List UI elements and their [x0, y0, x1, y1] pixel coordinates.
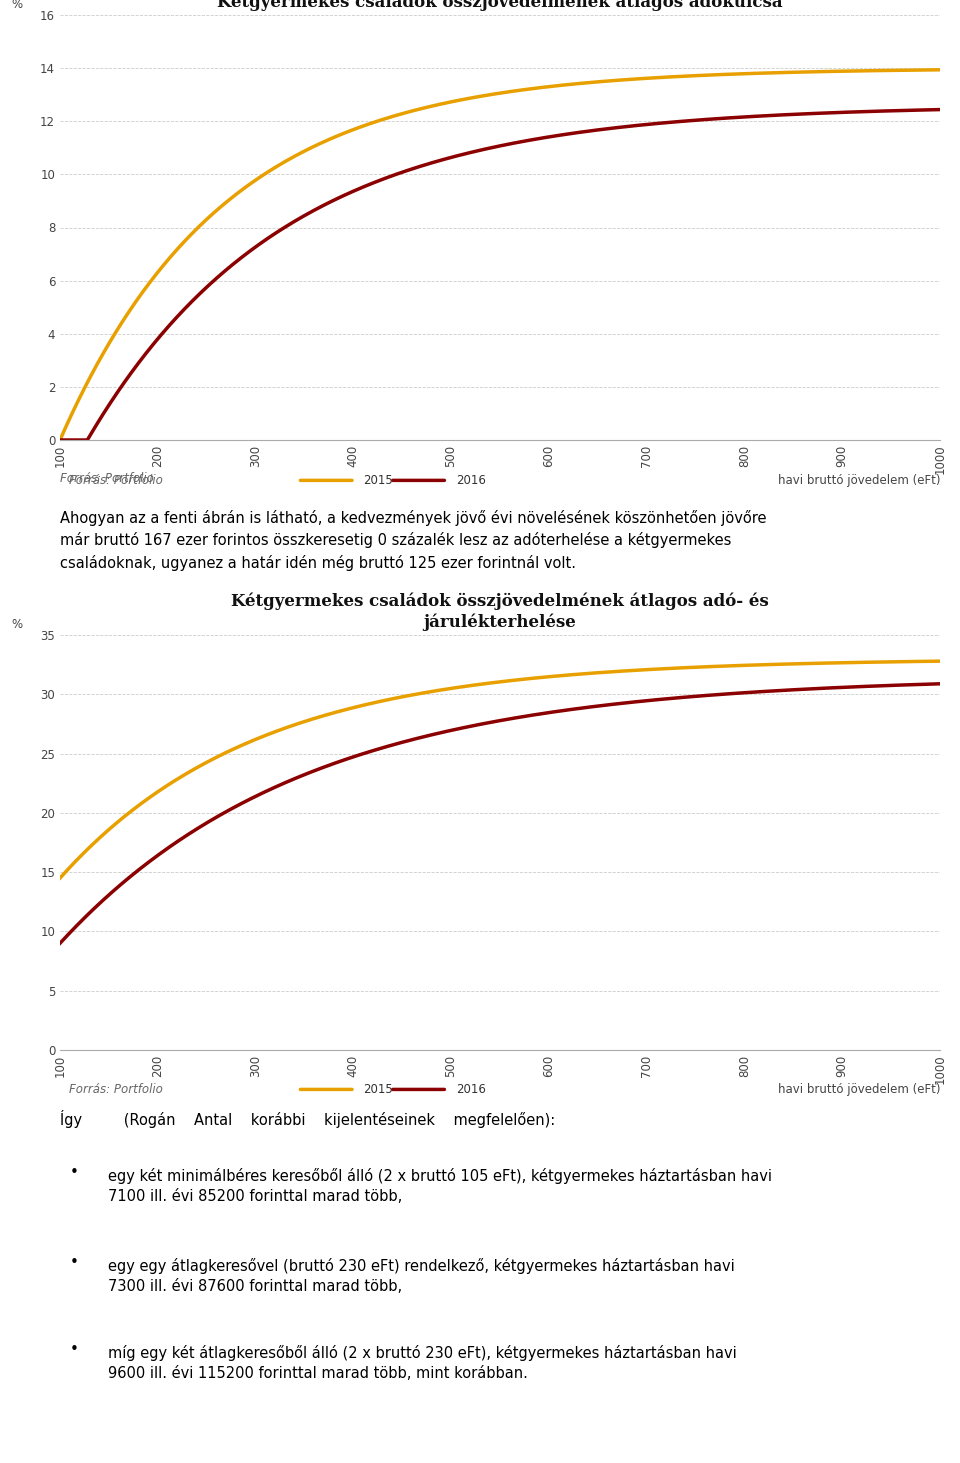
Text: 2015: 2015 [364, 474, 394, 487]
Text: havi bruttó jövedelem (eFt): havi bruttó jövedelem (eFt) [778, 1083, 940, 1096]
Text: •: • [70, 1165, 79, 1181]
Text: míg egy két átlagkeresőből álló (2 x bruttó 230 eFt), kétgyermekes háztartásban : míg egy két átlagkeresőből álló (2 x bru… [108, 1344, 736, 1381]
Text: Forrás: Portfolio: Forrás: Portfolio [69, 1083, 162, 1096]
Title: Kétgyermekes családok összjövedelmének átlagos adó- és
járulékterhelése: Kétgyermekes családok összjövedelmének á… [231, 593, 769, 631]
Text: Forrás: Portfolio: Forrás: Portfolio [60, 471, 154, 484]
Text: 2016: 2016 [456, 1083, 486, 1096]
Text: egy két minimálbéres keresőből álló (2 x bruttó 105 eFt), kétgyermekes háztartás: egy két minimálbéres keresőből álló (2 x… [108, 1167, 772, 1204]
Text: •: • [70, 1342, 79, 1358]
Text: %: % [12, 0, 23, 12]
Title: Kétgyermekes családok összjövedelmének átlagos adókulcsa: Kétgyermekes családok összjövedelmének á… [217, 0, 782, 10]
Text: •: • [70, 1255, 79, 1270]
Text: Így         (Rogán    Antal    korábbi    kijelentéseinek    megfelelően):: Így (Rogán Antal korábbi kijelentéseinek… [60, 1110, 555, 1128]
Text: 2015: 2015 [364, 1083, 394, 1096]
Text: Forrás: Portfolio: Forrás: Portfolio [69, 474, 162, 487]
Text: 2016: 2016 [456, 474, 486, 487]
Text: havi bruttó jövedelem (eFt): havi bruttó jövedelem (eFt) [778, 474, 940, 487]
Text: Ahogyan az a fenti ábrán is látható, a kedvezmények jövő évi növelésének köszönh: Ahogyan az a fenti ábrán is látható, a k… [60, 511, 766, 571]
Text: %: % [12, 619, 23, 632]
Text: egy egy átlagkeresővel (bruttó 230 eFt) rendelkező, kétgyermekes háztartásban ha: egy egy átlagkeresővel (bruttó 230 eFt) … [108, 1258, 734, 1293]
